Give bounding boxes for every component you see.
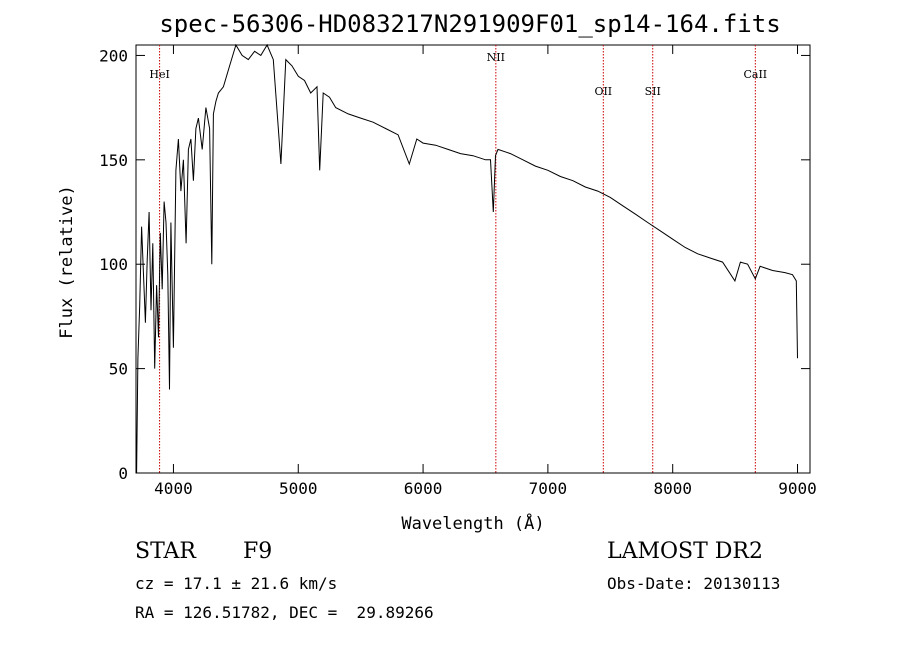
spectral-line-label: NII [487,51,505,64]
y-tick-label: 100 [99,255,128,274]
spectral-line-label: HeI [149,68,169,81]
x-tick-label: 8000 [653,479,692,498]
spectral-line-label: CaII [743,68,767,81]
y-tick-label: 200 [99,46,128,65]
object-subclass: F9 [243,539,273,564]
x-tick-label: 4000 [154,479,193,498]
x-tick-label: 9000 [778,479,817,498]
x-tick-label: 5000 [279,479,318,498]
spectral-line-label: SII [645,85,661,98]
spectral-line-label: OII [594,85,612,98]
y-tick-label: 0 [118,464,128,483]
coordinates-readout: RA = 126.51782, DEC = 29.89266 [135,603,434,622]
x-tick-label: 6000 [404,479,443,498]
spectrum-series-line [136,43,798,474]
plot-frame [135,44,811,474]
y-tick-label: 50 [109,360,128,379]
y-axis-label: Flux (relative) [57,185,77,339]
redshift-readout: cz = 17.1 ± 21.6 km/s [135,574,338,593]
spectral-line-markers: HeI NII OII SII CaII [149,45,767,473]
x-tick-label: 7000 [529,479,568,498]
chart-title: spec-56306-HD083217N291909F01_sp14-164.f… [159,10,780,38]
survey-name: LAMOST DR2 [607,539,763,564]
observation-date: Obs-Date: 20130113 [607,574,781,593]
x-axis-label: Wavelength (Å) [401,512,544,534]
axis-ticks: 4000 5000 6000 7000 8000 9000 0 50 100 150 200 [99,45,817,498]
y-tick-label: 150 [99,151,128,170]
object-type: STAR [135,539,196,564]
